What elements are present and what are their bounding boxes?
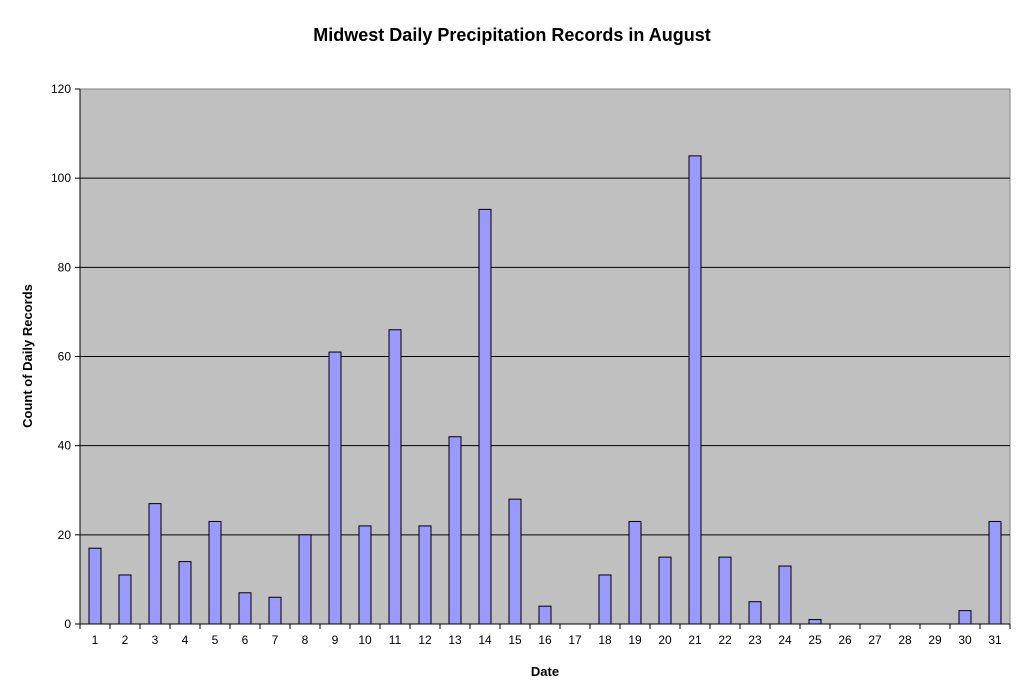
bar bbox=[508, 498, 522, 625]
chart-title: Midwest Daily Precipitation Records in A… bbox=[313, 25, 710, 45]
bar bbox=[718, 556, 732, 625]
x-tick-label: 11 bbox=[389, 633, 402, 647]
bar bbox=[478, 208, 492, 625]
x-tick-label: 4 bbox=[182, 633, 189, 647]
bar bbox=[628, 520, 642, 625]
bar bbox=[328, 351, 342, 625]
bar bbox=[658, 556, 672, 625]
bar bbox=[988, 520, 1002, 625]
bar bbox=[418, 525, 432, 625]
x-tick-label: 5 bbox=[212, 633, 219, 647]
bar bbox=[448, 436, 462, 625]
x-tick-label: 24 bbox=[778, 633, 792, 647]
x-tick-label: 22 bbox=[718, 633, 732, 647]
x-tick-label: 16 bbox=[538, 633, 552, 647]
x-tick-label: 9 bbox=[332, 633, 339, 647]
y-axis-label: Count of Daily Records bbox=[20, 284, 35, 428]
bar bbox=[148, 503, 162, 625]
y-tick-label: 100 bbox=[51, 171, 71, 185]
gridlines bbox=[80, 177, 1010, 536]
x-tick-label: 1 bbox=[92, 633, 99, 647]
y-tick-label: 80 bbox=[58, 260, 72, 274]
x-tick-label: 12 bbox=[418, 633, 432, 647]
x-tick-label: 7 bbox=[272, 633, 279, 647]
bar bbox=[208, 520, 222, 625]
x-tick-label: 17 bbox=[568, 633, 582, 647]
x-tick-label: 29 bbox=[928, 633, 942, 647]
x-tick-label: 10 bbox=[358, 633, 372, 647]
x-tick-label: 14 bbox=[478, 633, 492, 647]
x-axis-label: Date bbox=[531, 664, 559, 679]
bar bbox=[178, 561, 192, 625]
x-tick-label: 20 bbox=[658, 633, 672, 647]
y-tick-label: 20 bbox=[58, 528, 72, 542]
x-tick-label: 23 bbox=[748, 633, 762, 647]
x-tick-label: 31 bbox=[988, 633, 1002, 647]
bar bbox=[598, 574, 612, 625]
bar bbox=[268, 596, 282, 625]
bars bbox=[88, 155, 1002, 625]
bar bbox=[298, 534, 312, 625]
y-tick-label: 60 bbox=[58, 350, 72, 364]
x-tick-label: 19 bbox=[628, 633, 642, 647]
x-tick-label: 6 bbox=[242, 633, 249, 647]
bar bbox=[958, 610, 972, 625]
y-tick-label: 120 bbox=[51, 82, 71, 96]
bar bbox=[238, 592, 252, 625]
bar bbox=[748, 601, 762, 625]
bar bbox=[358, 525, 372, 625]
x-tick-label: 28 bbox=[898, 633, 912, 647]
x-tick-label: 30 bbox=[958, 633, 972, 647]
x-tick-label: 8 bbox=[302, 633, 309, 647]
x-tick-label: 21 bbox=[688, 633, 702, 647]
bar bbox=[88, 547, 102, 625]
x-tick-label: 26 bbox=[838, 633, 852, 647]
bar bbox=[538, 605, 552, 625]
x-tick-label: 15 bbox=[508, 633, 522, 647]
x-tick-label: 3 bbox=[152, 633, 159, 647]
x-tick-label: 13 bbox=[448, 633, 462, 647]
bar bbox=[118, 574, 132, 625]
x-tick-label: 27 bbox=[868, 633, 882, 647]
x-tick-label: 25 bbox=[808, 633, 822, 647]
y-tick-label: 40 bbox=[58, 439, 72, 453]
bar bbox=[388, 329, 402, 625]
bar bbox=[778, 565, 792, 625]
bar bbox=[688, 155, 702, 625]
x-tick-label: 18 bbox=[598, 633, 612, 647]
bar bbox=[808, 619, 822, 625]
x-tick-label: 2 bbox=[122, 633, 129, 647]
y-tick-label: 0 bbox=[64, 617, 71, 631]
